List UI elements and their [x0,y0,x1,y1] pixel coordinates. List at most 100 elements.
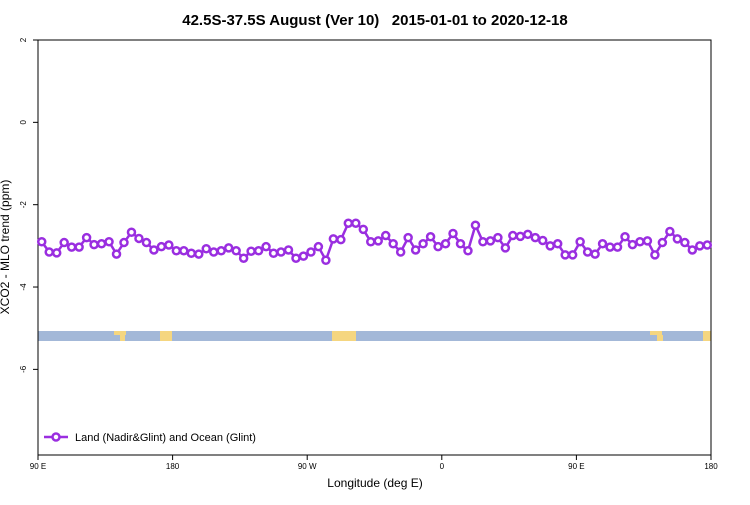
data-point [171,246,182,256]
data-point [373,236,383,246]
x-tick-label: 0 [440,462,445,471]
data-point [433,241,443,252]
data-point [74,242,84,252]
data-point [208,247,219,257]
data-point [268,248,279,259]
data-point [470,220,481,231]
land-patch [650,331,662,335]
data-point [635,236,645,247]
data-point [410,245,421,255]
x-tick-label: 180 [166,462,180,471]
x-axis-label: Longitude (deg E) [327,476,422,490]
data-point [156,241,167,252]
data-point [508,230,518,241]
data-point [343,218,354,228]
land-patch [160,331,172,341]
data-point [567,250,578,260]
data-point [538,235,548,246]
data-point [276,247,286,257]
data-point [313,241,324,252]
data-point [657,237,668,248]
data-point [291,253,301,263]
data-point [418,239,428,249]
data-point [500,243,511,253]
data-point [111,249,122,259]
data-point [545,241,555,251]
data-point [560,250,570,260]
y-tick-label: -6 [19,365,28,373]
data-point [380,230,391,241]
data-point [358,224,369,235]
data-point [238,253,249,263]
data-point [351,218,361,228]
land-patch [332,331,356,341]
legend-marker [51,432,61,442]
data-point [582,247,593,257]
data-point [328,234,339,244]
data-point [642,236,653,246]
data-point [253,246,264,256]
data-point [201,243,211,254]
data-point [186,248,197,259]
data-point [597,239,608,249]
data-point [321,255,331,266]
land-patch [114,331,126,335]
land-patch [657,335,663,341]
data-point [425,232,436,242]
data-point [440,239,451,249]
data-point [478,236,488,247]
data-point [575,236,585,247]
data-point [388,239,398,249]
data-point [493,232,503,243]
data-point [455,239,466,249]
data-point [530,232,541,243]
data-point [448,228,458,239]
data-point [665,226,675,237]
data-point [216,246,226,256]
y-tick-label: 2 [19,37,28,42]
data-point [680,237,690,248]
land-ocean-strip [38,331,711,341]
data-point [59,237,69,248]
data-point [36,236,47,247]
data-point [627,239,638,250]
data-point [336,234,346,245]
data-point [306,247,316,257]
data-point [89,239,99,250]
data-point [366,236,376,247]
data-point [695,241,705,251]
data-point [605,242,615,252]
legend-label: Land (Nadir&Glint) and Ocean (Glint) [75,432,256,444]
data-point [485,236,496,246]
data-point [261,241,271,252]
data-point [515,231,526,242]
data-point [395,247,406,257]
data-point [403,232,413,243]
data-point [687,245,698,255]
x-tick-label: 90 W [298,462,317,471]
data-point [672,234,683,244]
chart-title: 42.5S-37.5S August (Ver 10) 2015-01-01 t… [182,12,567,29]
x-tick-label: 90 E [568,462,584,471]
y-tick-label: 0 [19,120,28,125]
data-point [231,246,241,256]
data-point [702,240,713,250]
data-point [590,249,600,259]
data-point [81,232,92,243]
data-point [149,245,159,255]
data-point [194,249,204,259]
data-point [650,250,660,260]
data-point [141,237,152,248]
data-point [223,243,234,253]
data-point [463,246,473,256]
x-tick-label: 180 [704,462,718,471]
land-patch [120,335,125,341]
land-patch [703,331,711,341]
data-point [44,247,54,257]
data-point [620,232,630,242]
data-point [246,246,256,256]
y-axis-label: XCO2 - MLO trend (ppm) [0,180,12,315]
x-tick-label: 90 E [30,462,46,471]
y-tick-label: -4 [19,283,28,291]
